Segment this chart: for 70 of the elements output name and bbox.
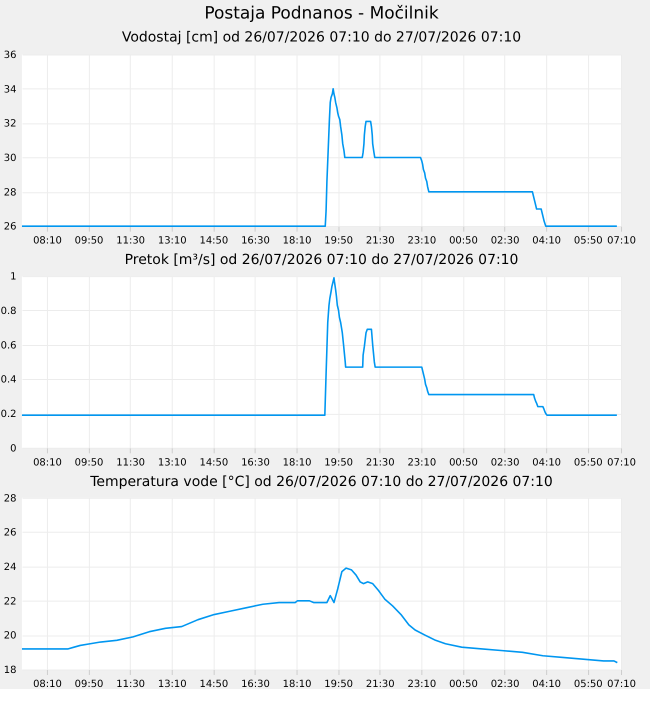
x-tick-label: 18:10 — [282, 236, 312, 247]
x-tick-label: 02:30 — [490, 236, 520, 247]
x-tick-label: 08:10 — [33, 236, 62, 247]
x-tick-label: 07:10 — [607, 678, 636, 690]
x-tick-label: 21:30 — [366, 457, 395, 468]
y-tick-label: 20 — [4, 630, 16, 642]
x-tick-label: 14:50 — [199, 236, 228, 247]
chart-title: Pretok [m³/s] od 26/07/2026 07:10 do 27/07/2026 07:10 — [124, 252, 518, 268]
y-tick-label: 0.2 — [0, 408, 16, 420]
x-tick-label: 23:10 — [407, 678, 436, 690]
x-tick-label: 13:10 — [158, 678, 187, 690]
x-tick-label: 13:10 — [158, 457, 187, 468]
x-tick-label: 04:10 — [532, 236, 562, 247]
x-tick-label: 18:10 — [282, 457, 312, 468]
y-tick-label: 26 — [4, 222, 16, 233]
x-tick-label: 02:30 — [490, 457, 520, 468]
x-tick-label: 21:30 — [366, 236, 395, 247]
x-tick-label: 07:10 — [607, 457, 636, 468]
x-tick-label: 14:50 — [199, 678, 228, 690]
x-tick-label: 05:50 — [574, 678, 603, 690]
y-tick-label: 32 — [4, 118, 16, 130]
y-tick-label: 24 — [4, 562, 16, 573]
x-tick-label: 19:50 — [324, 678, 354, 690]
x-tick-label: 09:50 — [74, 678, 104, 690]
x-tick-label: 19:50 — [324, 457, 354, 468]
x-tick-label: 07:10 — [607, 236, 636, 247]
x-tick-label: 11:30 — [116, 678, 145, 690]
x-tick-label: 16:30 — [241, 678, 270, 690]
y-tick-label: 30 — [4, 152, 16, 164]
line-series — [21, 277, 618, 416]
x-tick-label: 08:10 — [33, 457, 62, 468]
x-tick-label: 08:10 — [33, 678, 62, 690]
y-tick-label: 28 — [4, 493, 16, 504]
x-tick-label: 21:30 — [366, 678, 395, 690]
x-tick-label: 09:50 — [74, 236, 104, 247]
x-tick-label: 05:50 — [574, 457, 603, 468]
chart-title: Temperatura vode [°C] od 26/07/2026 07:10 do 27/07/2026 07:10 — [89, 474, 553, 490]
x-tick-label: 05:50 — [574, 236, 603, 247]
x-tick-label: 11:30 — [116, 457, 145, 468]
x-tick-label: 13:10 — [158, 236, 187, 247]
x-tick-label: 00:50 — [449, 457, 478, 468]
chart-subtitle: Vodostaj [cm] od 26/07/2026 07:10 do 27/07/2026 07:10 — [122, 29, 522, 46]
x-tick-label: 14:50 — [199, 457, 228, 468]
y-tick-label: 0.4 — [0, 374, 16, 386]
y-tick-label: 1 — [10, 272, 16, 283]
y-tick-label: 36 — [4, 50, 16, 61]
x-tick-label: 09:50 — [74, 457, 104, 468]
x-tick-label: 02:30 — [490, 678, 520, 690]
x-tick-label: 16:30 — [241, 457, 270, 468]
line-series — [21, 88, 618, 227]
y-tick-label: 34 — [4, 84, 16, 96]
y-tick-label: 28 — [4, 187, 16, 198]
x-tick-label: 00:50 — [449, 678, 478, 690]
x-tick-label: 19:50 — [324, 236, 354, 247]
x-tick-label: 18:10 — [282, 678, 312, 690]
x-tick-label: 23:10 — [407, 457, 436, 468]
y-tick-label: 0.8 — [0, 306, 16, 317]
x-tick-label: 11:30 — [116, 236, 145, 247]
x-tick-label: 23:10 — [407, 236, 436, 247]
y-tick-label: 0.6 — [0, 340, 16, 352]
y-tick-label: 22 — [4, 596, 16, 608]
x-tick-label: 00:50 — [449, 236, 478, 247]
y-tick-label: 18 — [4, 664, 16, 676]
line-series — [21, 567, 618, 664]
x-tick-label: 04:10 — [532, 678, 562, 690]
y-tick-label: 0 — [10, 443, 16, 454]
y-tick-label: 26 — [4, 528, 16, 539]
chart-title: Postaja Podnanos - Močilnik — [204, 4, 439, 24]
x-tick-label: 04:10 — [532, 457, 562, 468]
x-tick-label: 16:30 — [241, 236, 270, 247]
